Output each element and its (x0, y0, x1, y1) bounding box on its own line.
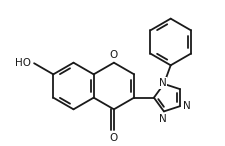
Text: O: O (110, 133, 118, 143)
Text: N: N (183, 101, 191, 111)
Text: N: N (159, 78, 167, 88)
Text: HO: HO (15, 58, 31, 68)
Text: O: O (110, 49, 118, 60)
Text: N: N (159, 114, 167, 124)
